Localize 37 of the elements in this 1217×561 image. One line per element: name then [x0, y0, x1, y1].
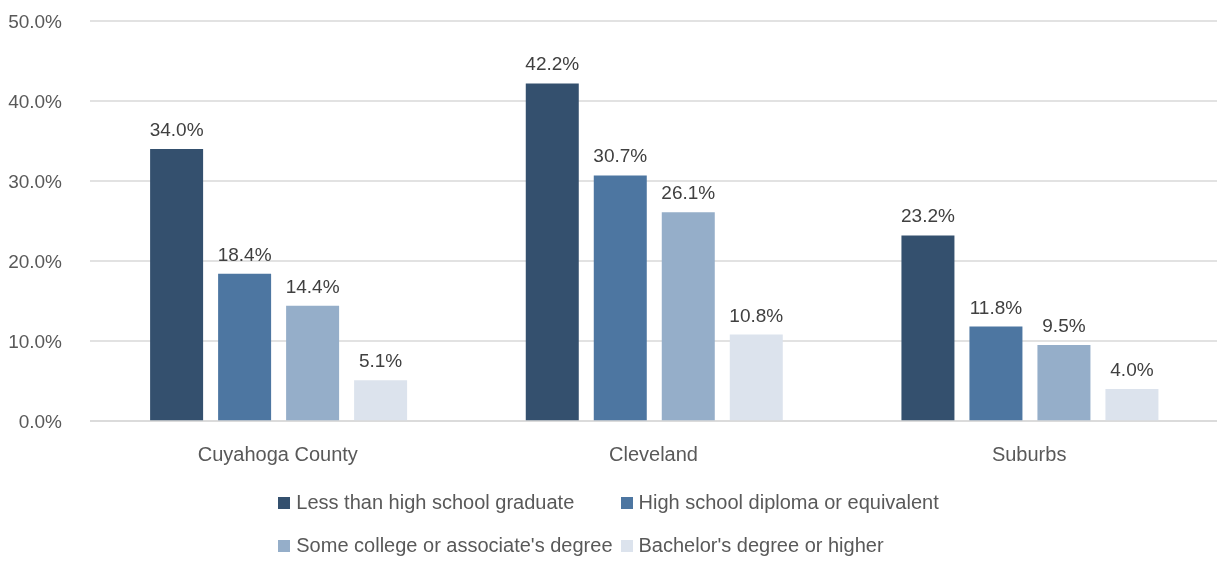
bar	[286, 305, 340, 421]
bar	[901, 235, 955, 421]
legend-label: Less than high school graduate	[296, 491, 575, 514]
bar	[218, 273, 272, 421]
data-label: 23.2%	[901, 205, 955, 227]
data-label: 34.0%	[149, 119, 204, 140]
legend-label: High school diploma or equivalent	[638, 491, 939, 514]
data-label: 5.1%	[358, 350, 403, 372]
y-tick-label: 30.0%	[8, 170, 63, 192]
bar	[593, 175, 647, 421]
bar	[1037, 345, 1091, 421]
x-tick-label: Cleveland	[609, 443, 698, 466]
bar	[525, 83, 579, 421]
data-label: 18.4%	[217, 243, 272, 265]
y-tick-label: 40.0%	[8, 90, 63, 112]
bar	[969, 326, 1023, 421]
data-label: 4.0%	[1110, 359, 1154, 380]
data-label: 11.8%	[969, 296, 1023, 318]
y-tick-label: 50.0%	[8, 10, 63, 32]
bar	[661, 212, 715, 421]
bar	[354, 380, 408, 421]
data-label: 14.4%	[285, 275, 340, 297]
data-label: 26.1%	[661, 182, 716, 204]
legend-label: Bachelor's degree or higher	[638, 534, 884, 557]
y-tick-label: 0.0%	[18, 410, 63, 432]
x-tick-label: Cuyahoga County	[197, 443, 358, 466]
x-tick-label: Suburbs	[991, 443, 1067, 466]
bar	[150, 149, 204, 421]
data-label: 9.5%	[1042, 315, 1086, 336]
data-label: 10.8%	[729, 304, 784, 326]
y-tick-label: 10.0%	[8, 330, 63, 352]
data-label: 42.2%	[525, 53, 580, 75]
y-tick-label: 20.0%	[8, 250, 63, 272]
data-label: 30.7%	[593, 145, 648, 167]
legend-label: Some college or associate's degree	[296, 534, 613, 557]
bar	[729, 334, 783, 421]
bar	[1105, 389, 1159, 421]
